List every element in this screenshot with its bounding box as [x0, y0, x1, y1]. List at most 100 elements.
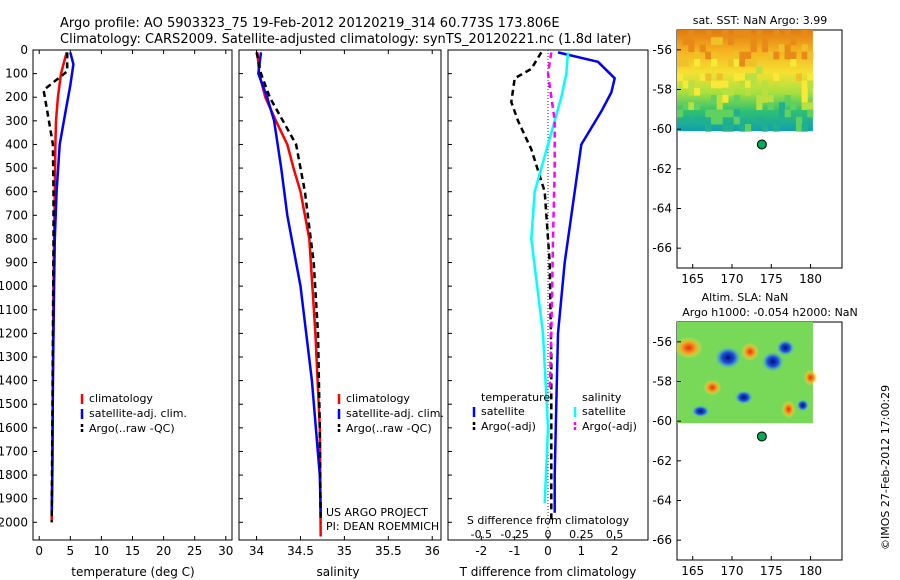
sst-cell — [756, 30, 763, 38]
legend-label: satellite-adj. clim. — [346, 407, 444, 420]
sst-cell — [682, 37, 689, 45]
x-tick-label: 15 — [125, 544, 140, 558]
sst-cell — [693, 102, 701, 110]
sst-map-panel: sat. SST: NaN Argo: 3.99 165 170 175 180 -56… — [652, 14, 843, 286]
depth-tick-labels: 0 100 200 300 400 500 600 700 800 900 1000 1100 1200… — [0, 43, 452, 529]
sst-cell — [744, 87, 752, 96]
sst-cell — [727, 87, 735, 96]
map-x-tick-label: 175 — [760, 272, 783, 286]
legend-title-salinity: salinity — [582, 391, 622, 404]
sst-cell — [710, 116, 718, 125]
depth-tick-label: 1100 — [0, 303, 28, 317]
depth-tick-label: 1000 — [0, 279, 28, 293]
series-line-differences-1 — [510, 51, 553, 523]
sst-cell — [795, 116, 803, 125]
depth-tick-label: 700 — [5, 208, 28, 222]
x-tick-label: 34.5 — [287, 544, 314, 558]
legend-label: Argo(..raw -QC) — [346, 422, 432, 435]
sst-cell — [733, 51, 740, 60]
sst-cell — [801, 30, 808, 38]
sst-cell — [761, 123, 769, 132]
sst-cell — [716, 37, 723, 45]
x-tick-label: 10 — [94, 544, 109, 558]
sst-cell — [739, 123, 746, 132]
sst-cell — [744, 51, 752, 60]
sst-cell — [688, 30, 695, 38]
sst-cell — [705, 73, 712, 82]
legend-label: satellite-adj. clim. — [89, 407, 187, 420]
x-tick-label: 30 — [218, 544, 233, 558]
sst-cell — [744, 30, 752, 38]
sst-cell — [744, 58, 752, 67]
legend-label: Argo(-adj) — [481, 420, 536, 433]
sst-cell — [705, 123, 712, 132]
temperature-legend: climatology satellite-adj. clim. Argo(..ra… — [80, 392, 187, 435]
s-diff-tick-label: -0.25 — [500, 528, 528, 541]
sla-anomaly — [741, 342, 760, 361]
x-tick-label: 35.5 — [375, 544, 402, 558]
sst-cell — [801, 80, 808, 89]
sst-cell — [761, 95, 769, 103]
x-tick-label: 36 — [425, 544, 440, 558]
sla-anomaly — [715, 346, 742, 369]
depth-tick-label: 500 — [5, 161, 28, 175]
sst-cell — [705, 109, 712, 118]
x-tick-label: 0 — [35, 544, 43, 558]
map-x-tick-label: 165 — [681, 564, 704, 578]
depth-tick-label: 0 — [20, 43, 28, 57]
sst-map-title: sat. SST: NaN Argo: 3.99 — [693, 14, 827, 27]
sst-cell — [750, 73, 757, 82]
depth-tick-label: 300 — [5, 114, 28, 128]
difference-panel: -2 -1 0 1 2 -0.5 -0.25 0 0.25 0.5 temperature sali… — [447, 49, 649, 579]
map-x-tick-label: 170 — [721, 564, 744, 578]
sst-cell — [710, 80, 718, 89]
sst-cell — [733, 58, 740, 67]
sst-cell — [699, 73, 706, 82]
sst-cell — [710, 58, 718, 67]
sla-anomaly — [674, 336, 703, 359]
sst-cell — [784, 44, 791, 53]
sst-cell — [739, 30, 746, 38]
sst-cell — [767, 102, 774, 110]
map-y-tick-label: -60 — [652, 414, 672, 428]
sst-cell — [750, 58, 757, 67]
sst-cell — [722, 109, 729, 118]
s-diff-tick-label: 0.25 — [569, 528, 594, 541]
legend-label: satellite — [582, 405, 626, 418]
salinity-tick-labels: 34 34.5 35 35.5 36 — [249, 50, 440, 558]
sst-cell — [699, 44, 706, 53]
s-diff-tick-label: 0 — [545, 528, 552, 541]
sst-cell — [716, 102, 723, 110]
sst-cell — [722, 123, 729, 132]
sst-cell — [710, 51, 718, 60]
sst-cell — [807, 102, 814, 110]
sst-cell — [778, 102, 786, 110]
sst-cell — [705, 51, 712, 60]
legend-label: Argo(-adj) — [582, 420, 637, 433]
map-y-tick-label: -60 — [652, 122, 672, 136]
x-tick-label: 25 — [187, 544, 202, 558]
legend-label: climatology — [89, 392, 153, 405]
t-difference-label: T difference from climatology — [459, 565, 637, 579]
depth-tick-label: 200 — [5, 90, 28, 104]
temperature-xlabel: temperature (deg C) — [71, 565, 194, 579]
sst-cell — [739, 58, 746, 67]
sst-cell — [807, 80, 814, 89]
sst-float-marker — [756, 139, 767, 150]
sst-cell — [750, 44, 757, 53]
sst-cell — [795, 123, 803, 132]
legend-title-temperature: temperature — [481, 391, 550, 404]
depth-tick-label: 1600 — [0, 421, 28, 435]
temperature-panel: 0100200300400500600700800900100011001200… — [0, 43, 452, 579]
sla-map-title-line1: Altim. SLA: NaN — [702, 291, 789, 304]
sst-cell — [682, 116, 689, 125]
x-tick-label: 35 — [337, 544, 352, 558]
sst-cell — [682, 58, 689, 67]
sst-cell — [761, 87, 769, 96]
depth-tick-label: 1300 — [0, 350, 28, 364]
sst-cell — [807, 109, 814, 118]
map-y-tick-label: -62 — [652, 162, 672, 176]
sst-map-ticks: 165 170 175 180 -56 -58 -60 -62 -64 -66 — [652, 43, 822, 286]
map-y-tick-label: -64 — [652, 202, 672, 216]
sst-cell — [722, 95, 729, 103]
